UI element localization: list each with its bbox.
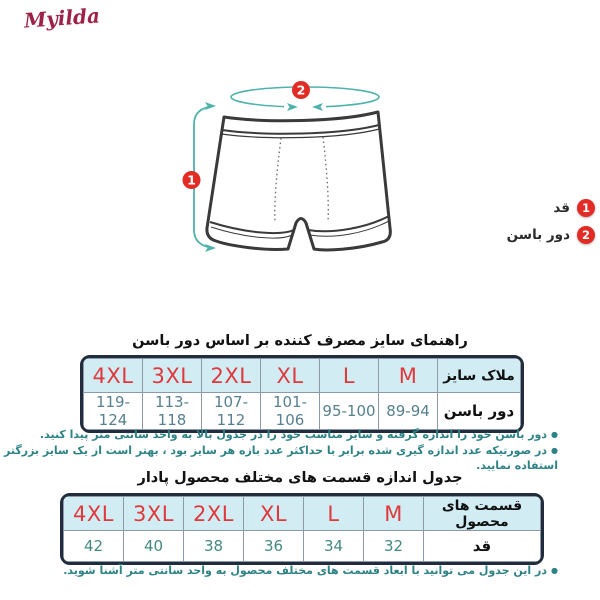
waistband-line <box>221 124 380 135</box>
legend-item-hip: دور باسن 2 <box>507 226 595 244</box>
length-cell: 32 <box>363 530 424 562</box>
size-cell: 4XL <box>83 358 143 393</box>
legend-badge-1-icon: 1 <box>577 199 595 217</box>
height-arrow-bottom <box>205 244 216 252</box>
size-criteria-header: ملاک سایز <box>437 358 521 393</box>
size-guide-header-row: 4XL 3XL 2XL XL L M ملاک سایز <box>83 358 521 393</box>
seam-dotted-right <box>322 136 329 223</box>
length-row-header: قد <box>423 530 541 562</box>
size-cell: 3XL <box>123 496 184 531</box>
length-cell: 40 <box>123 530 184 562</box>
size-guide-table: 4XL 3XL 2XL XL L M ملاک سایز 119-124 113… <box>80 355 524 433</box>
size-guide-notes: ●دور باسن خود را اندازه گرفته و سایز منا… <box>0 427 558 474</box>
shorts-measurement-svg: 1 2 <box>182 81 392 252</box>
size-cell: L <box>319 358 379 393</box>
hem-line-left <box>209 221 295 234</box>
brand-logo: Myilda <box>23 3 101 33</box>
length-cell: 42 <box>63 530 124 562</box>
product-measurements-title: جدول اندازه قسمت های مختلف محصول پادار <box>137 470 463 486</box>
size-cell: L <box>303 496 364 531</box>
bullet-icon: ● <box>551 566 558 575</box>
hip-range-cell: 113-118 <box>142 392 202 430</box>
length-cell: 34 <box>303 530 364 562</box>
legend-label-hip: دور باسن <box>506 227 570 243</box>
product-measurements-notes: ●در این جدول می توانید با ابعاد قسمت های… <box>63 563 558 579</box>
svg-text:2: 2 <box>297 83 306 98</box>
legend-label-height: قد <box>553 200 570 216</box>
hip-range-cell: 107-112 <box>201 392 261 430</box>
diagram-badge-height: 1 <box>182 171 201 189</box>
hip-arrow-right <box>312 103 323 111</box>
shorts-outline <box>205 110 392 252</box>
length-row: 42 40 38 36 34 32 قد <box>63 530 541 562</box>
size-cell: 3XL <box>142 358 202 393</box>
bullet-icon: ● <box>551 445 558 455</box>
hip-range-cell: 89-94 <box>378 392 438 430</box>
size-guide-title: راهنمای سایز مصرف کننده بر اساس دور باسن <box>132 333 468 349</box>
length-cell: 36 <box>243 530 304 562</box>
size-cell: M <box>378 358 438 393</box>
product-header-row: 4XL 3XL 2XL XL L M قسمت های محصول <box>63 496 541 531</box>
size-cell: XL <box>243 496 304 531</box>
hip-arrow-left <box>287 103 298 111</box>
hip-range-cell: 119-124 <box>83 392 143 430</box>
note-line: ●در صورتیکه عدد اندازه گیری شده برابر با… <box>0 443 558 474</box>
diagram-badge-hip: 2 <box>292 81 310 99</box>
hip-range-cell: 95-100 <box>319 392 379 430</box>
note-line: ●دور باسن خود را اندازه گرفته و سایز منا… <box>0 427 558 443</box>
note-text: دور باسن خود را اندازه گرفته و سایز مناس… <box>39 428 548 441</box>
length-cell: 38 <box>183 530 244 562</box>
hip-range-cell: 101-106 <box>260 392 320 430</box>
note-text: در این جدول می توانید با ابعاد قسمت های … <box>63 564 548 577</box>
size-cell: XL <box>260 358 320 393</box>
size-cell: 4XL <box>63 496 124 531</box>
boxer-shorts-diagram: 1 2 <box>170 70 430 270</box>
size-cell: 2XL <box>183 496 244 531</box>
product-measurements-table: 4XL 3XL 2XL XL L M قسمت های محصول 42 40 … <box>60 493 544 565</box>
hip-row-header: دور باسن <box>437 392 521 430</box>
size-cell: 2XL <box>201 358 261 393</box>
note-line: ●در این جدول می توانید با ابعاد قسمت های… <box>63 563 558 579</box>
hem-line-right <box>307 215 390 233</box>
size-cell: M <box>363 496 424 531</box>
product-parts-header: قسمت های محصول <box>423 496 541 531</box>
bullet-icon: ● <box>551 430 558 439</box>
hem-line-left-2 <box>210 226 293 239</box>
legend-badge-2-icon: 2 <box>577 226 595 244</box>
height-arrow-top <box>205 102 216 110</box>
seam-dotted-left <box>274 137 282 223</box>
legend-item-height: قد 1 <box>553 199 595 217</box>
svg-text:1: 1 <box>187 173 196 188</box>
waistband-line-2 <box>221 128 380 139</box>
hem-line-right-2 <box>309 220 390 237</box>
note-text: در صورتیکه عدد اندازه گیری شده برابر با … <box>4 443 558 473</box>
measurement-legend: قد 1 دور باسن 2 <box>507 199 595 244</box>
hip-range-row: 119-124 113-118 107-112 101-106 95-100 8… <box>83 392 521 430</box>
